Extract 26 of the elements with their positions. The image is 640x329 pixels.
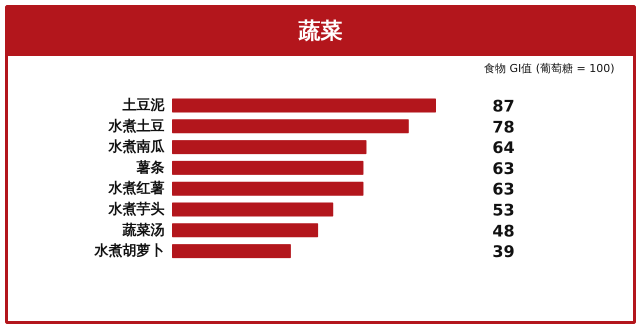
bar: [172, 140, 366, 154]
y-tick-label: 蔬菜汤: [122, 222, 164, 238]
bar: [172, 119, 409, 134]
y-tick-label: 水煮南瓜: [108, 138, 166, 156]
y-tick-label: 水煮土豆: [108, 118, 164, 134]
bar: [172, 160, 364, 175]
bar: [172, 244, 291, 258]
data-label: 63: [492, 158, 515, 178]
y-tick-label: 水煮红薯: [108, 180, 164, 197]
text: 食物 GI值 (葡萄糖 = 100): [484, 62, 615, 75]
y-tick-label: 土豆泥: [122, 98, 166, 114]
y-tick-label: 水煮芋头: [108, 202, 164, 218]
y-tick-label: 薯条: [136, 160, 164, 176]
bar: [172, 98, 436, 112]
data-label: 39: [492, 242, 515, 262]
data-label: 48: [492, 221, 515, 240]
chart-title: 蔬菜: [298, 19, 342, 44]
data-label: 78: [492, 117, 515, 136]
bar: [172, 202, 334, 216]
data-label: 64: [492, 138, 515, 158]
data-label: 87: [492, 96, 515, 116]
data-label: 63: [492, 180, 515, 199]
y-tick-label: 水煮胡萝卜: [94, 243, 164, 260]
bar: [172, 223, 318, 238]
data-label: 53: [492, 200, 515, 220]
bar: [172, 182, 364, 196]
